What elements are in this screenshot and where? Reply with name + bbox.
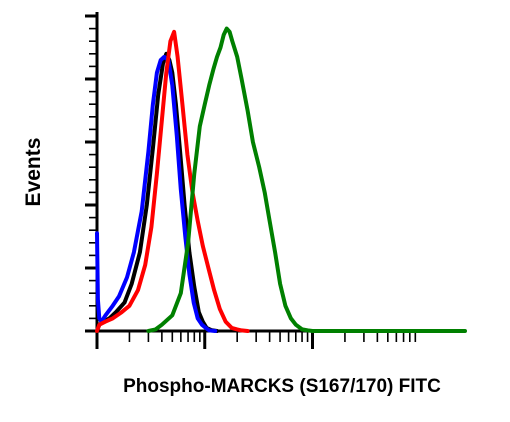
series-layer [95, 26, 467, 333]
histogram-series-3 [95, 29, 250, 333]
y-axis-title: Events [22, 138, 45, 207]
histogram-series-1 [95, 51, 219, 333]
y-ticks [85, 14, 97, 333]
histogram-series-2 [95, 54, 218, 333]
x-axis-title: Phospho-MARCKS (S167/170) FITC [123, 376, 441, 397]
x-axis [95, 329, 465, 349]
y-axis [85, 12, 99, 333]
histogram-series-4 [146, 26, 467, 333]
x-ticks [95, 331, 417, 349]
